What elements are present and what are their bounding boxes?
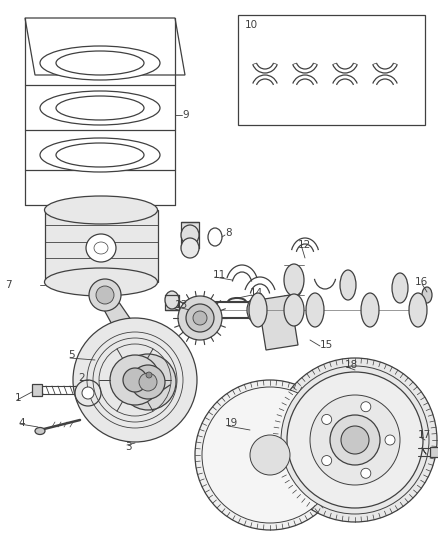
Text: 15: 15 xyxy=(320,340,333,350)
Circle shape xyxy=(202,387,338,523)
Ellipse shape xyxy=(284,264,304,296)
Ellipse shape xyxy=(181,225,199,245)
Bar xyxy=(181,222,199,248)
Circle shape xyxy=(287,372,423,508)
Circle shape xyxy=(110,355,160,405)
Ellipse shape xyxy=(94,242,108,254)
Circle shape xyxy=(361,469,371,478)
Bar xyxy=(165,295,179,310)
Ellipse shape xyxy=(181,238,199,258)
Bar xyxy=(45,210,158,282)
Circle shape xyxy=(73,318,197,442)
Circle shape xyxy=(341,426,369,454)
Ellipse shape xyxy=(40,91,160,125)
Ellipse shape xyxy=(287,267,303,297)
Ellipse shape xyxy=(56,96,144,120)
Text: 8: 8 xyxy=(225,228,232,238)
Ellipse shape xyxy=(35,427,45,434)
Text: 2: 2 xyxy=(78,373,85,383)
Circle shape xyxy=(385,435,395,445)
Circle shape xyxy=(123,368,147,392)
Circle shape xyxy=(139,373,157,391)
Circle shape xyxy=(321,456,332,465)
Circle shape xyxy=(120,354,176,410)
Bar xyxy=(238,15,425,125)
Text: 14: 14 xyxy=(250,288,263,298)
Text: 18: 18 xyxy=(345,360,358,370)
Ellipse shape xyxy=(284,294,304,326)
Text: 7: 7 xyxy=(5,280,12,290)
Circle shape xyxy=(330,415,380,465)
Ellipse shape xyxy=(40,138,160,172)
Ellipse shape xyxy=(422,287,432,303)
Circle shape xyxy=(82,387,94,399)
Ellipse shape xyxy=(392,273,408,303)
Circle shape xyxy=(321,415,332,424)
Ellipse shape xyxy=(340,270,356,300)
Text: 6: 6 xyxy=(195,298,201,308)
Polygon shape xyxy=(258,295,298,350)
Circle shape xyxy=(281,366,429,514)
Ellipse shape xyxy=(247,298,263,322)
Polygon shape xyxy=(96,295,170,375)
Circle shape xyxy=(195,380,345,530)
Text: 10: 10 xyxy=(245,20,258,30)
Text: 4: 4 xyxy=(18,418,25,428)
Circle shape xyxy=(273,358,437,522)
Ellipse shape xyxy=(409,293,427,327)
Circle shape xyxy=(250,435,290,475)
Text: 19: 19 xyxy=(225,418,238,428)
Ellipse shape xyxy=(306,293,324,327)
Circle shape xyxy=(96,286,114,304)
Text: 11: 11 xyxy=(213,270,226,280)
Bar xyxy=(430,447,438,457)
Circle shape xyxy=(75,380,101,406)
Text: 3: 3 xyxy=(125,442,132,452)
Ellipse shape xyxy=(208,228,222,246)
Circle shape xyxy=(193,311,207,325)
Text: 16: 16 xyxy=(415,277,428,287)
Ellipse shape xyxy=(86,234,116,262)
Text: 17: 17 xyxy=(418,430,431,440)
Text: 12: 12 xyxy=(298,240,311,250)
Ellipse shape xyxy=(165,291,179,309)
Bar xyxy=(32,384,42,396)
Ellipse shape xyxy=(56,51,144,75)
Circle shape xyxy=(186,304,214,332)
Circle shape xyxy=(131,365,165,399)
Text: 13: 13 xyxy=(175,300,188,310)
Ellipse shape xyxy=(56,143,144,167)
Ellipse shape xyxy=(40,46,160,80)
Ellipse shape xyxy=(45,268,158,296)
Ellipse shape xyxy=(45,196,158,224)
Text: 5: 5 xyxy=(68,350,74,360)
Ellipse shape xyxy=(361,293,379,327)
Text: 1: 1 xyxy=(15,393,21,403)
Circle shape xyxy=(89,279,121,311)
Circle shape xyxy=(361,402,371,411)
Circle shape xyxy=(178,296,222,340)
Circle shape xyxy=(146,372,152,378)
Circle shape xyxy=(310,395,400,485)
Text: 9: 9 xyxy=(182,110,189,120)
Ellipse shape xyxy=(249,293,267,327)
